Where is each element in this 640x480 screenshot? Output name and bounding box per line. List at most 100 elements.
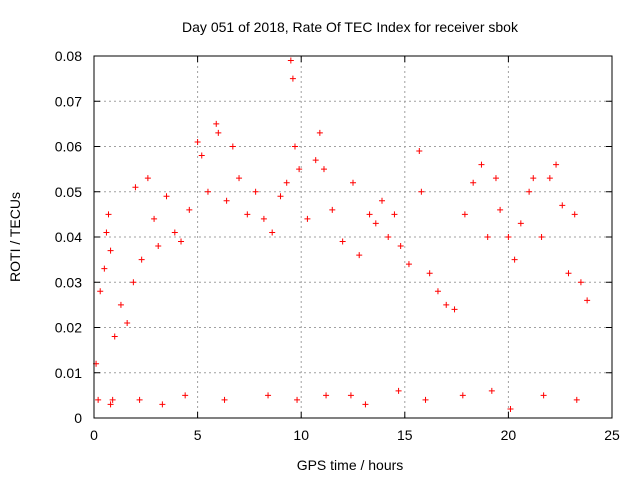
- data-point: [101, 265, 108, 272]
- data-point: [395, 387, 402, 394]
- data-point: [366, 211, 373, 218]
- data-point: [459, 392, 466, 399]
- x-tick-label: 20: [501, 427, 517, 443]
- data-point: [356, 252, 363, 259]
- x-tick-label: 0: [90, 427, 98, 443]
- data-point: [320, 166, 327, 173]
- data-point: [124, 319, 131, 326]
- data-point: [97, 288, 104, 295]
- y-tick-label: 0.01: [55, 365, 82, 381]
- data-point: [434, 288, 441, 295]
- y-tick-label: 0: [74, 410, 82, 426]
- data-point: [559, 202, 566, 209]
- data-point: [511, 256, 518, 263]
- x-axis-label: GPS time / hours: [297, 457, 404, 473]
- data-point: [109, 396, 116, 403]
- data-point: [379, 197, 386, 204]
- y-tick-label: 0.06: [55, 139, 82, 155]
- data-point: [178, 238, 185, 245]
- data-point: [517, 220, 524, 227]
- data-point: [385, 234, 392, 240]
- data-point: [478, 161, 485, 168]
- data-point: [151, 215, 158, 222]
- data-point: [323, 392, 330, 399]
- data-points: [93, 57, 591, 412]
- data-point: [107, 401, 114, 408]
- data-point: [229, 143, 236, 150]
- data-point: [488, 387, 495, 394]
- data-point: [136, 396, 143, 403]
- data-point: [171, 229, 178, 236]
- data-point: [546, 175, 553, 182]
- data-point: [186, 206, 193, 213]
- data-point: [95, 396, 102, 403]
- data-point: [283, 179, 290, 186]
- y-tick-label: 0.05: [55, 184, 82, 200]
- y-tick-label: 0.08: [55, 48, 82, 64]
- data-point: [117, 301, 124, 308]
- data-point: [163, 193, 170, 200]
- data-point: [105, 211, 112, 218]
- data-point: [426, 270, 433, 277]
- data-point: [107, 247, 114, 254]
- data-point: [194, 138, 201, 145]
- data-point: [130, 279, 137, 286]
- data-point: [526, 188, 533, 195]
- data-point: [277, 193, 284, 200]
- data-point: [461, 211, 468, 218]
- data-point: [443, 301, 450, 308]
- data-point: [244, 211, 251, 218]
- data-point: [577, 279, 584, 286]
- data-point: [265, 392, 272, 399]
- data-point: [505, 234, 512, 240]
- x-tick-label: 25: [604, 427, 620, 443]
- data-point: [329, 206, 336, 213]
- data-point: [416, 148, 423, 155]
- data-point: [362, 401, 369, 408]
- data-point: [584, 297, 591, 304]
- y-tick-label: 0.07: [55, 93, 82, 109]
- y-axis-label: ROTI / TECUs: [7, 192, 23, 282]
- data-point: [287, 57, 294, 64]
- data-point: [269, 229, 276, 236]
- chart-title: Day 051 of 2018, Rate Of TEC Index for r…: [182, 19, 519, 35]
- data-point: [223, 197, 230, 204]
- data-point: [144, 175, 151, 182]
- data-point: [507, 405, 514, 412]
- data-point: [221, 396, 228, 403]
- data-point: [422, 396, 429, 403]
- data-point: [530, 175, 537, 182]
- data-point: [294, 396, 301, 403]
- grid: [94, 56, 612, 418]
- data-point: [405, 261, 412, 268]
- y-tick-label: 0.04: [55, 229, 82, 245]
- data-point: [573, 396, 580, 403]
- x-tick-label: 15: [397, 427, 413, 443]
- data-point: [215, 129, 222, 136]
- data-point: [492, 175, 499, 182]
- data-point: [391, 211, 398, 218]
- data-point: [103, 229, 110, 236]
- data-point: [132, 184, 139, 191]
- y-tick-label: 0.03: [55, 274, 82, 290]
- data-point: [260, 215, 267, 222]
- data-point: [213, 120, 220, 127]
- data-point: [540, 392, 547, 399]
- data-point: [418, 188, 425, 195]
- data-point: [553, 161, 560, 168]
- data-point: [182, 392, 189, 399]
- ticks: 0 5 10 15 20 25 0 0.01 0.02 0.03 0.04 0.05 0.06 0.07 0…: [55, 48, 620, 443]
- data-point: [312, 157, 319, 164]
- data-point: [236, 175, 243, 182]
- data-point: [339, 238, 346, 245]
- data-point: [372, 220, 379, 227]
- data-point: [347, 392, 354, 399]
- data-point: [350, 179, 356, 186]
- data-point: [111, 333, 118, 340]
- data-point: [565, 270, 572, 277]
- x-tick-label: 10: [293, 427, 309, 443]
- y-tick-label: 0.02: [55, 320, 82, 336]
- data-point: [252, 188, 259, 195]
- data-point: [291, 143, 298, 150]
